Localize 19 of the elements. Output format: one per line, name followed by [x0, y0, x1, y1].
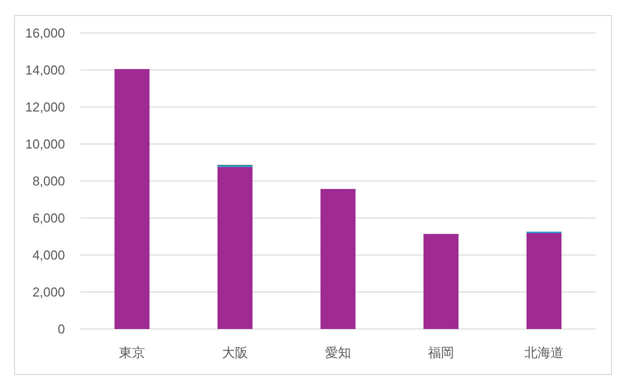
x-tick-label: 福岡 [428, 345, 454, 360]
bar [424, 234, 458, 329]
y-tick-label: 6,000 [32, 210, 65, 226]
y-tick-label: 0 [58, 322, 65, 336]
bar [526, 232, 562, 329]
y-tick-label: 8,000 [32, 174, 65, 188]
x-tick-label: 北海道 [524, 345, 564, 360]
y-tick-label: 2,000 [32, 284, 65, 300]
x-tick-label: 東京 [119, 345, 145, 360]
bar [218, 166, 252, 329]
x-tick-label: 愛知 [325, 345, 351, 360]
y-tick-label: 10,000 [25, 136, 65, 152]
y-tick-label: 14,000 [25, 62, 65, 78]
y-tick-label: 12,000 [25, 100, 65, 114]
bar [114, 69, 150, 329]
y-tick-label: 4,000 [32, 248, 65, 262]
bar [320, 188, 356, 329]
y-tick-label: 16,000 [25, 26, 65, 40]
x-tick-label: 大阪 [222, 345, 248, 360]
